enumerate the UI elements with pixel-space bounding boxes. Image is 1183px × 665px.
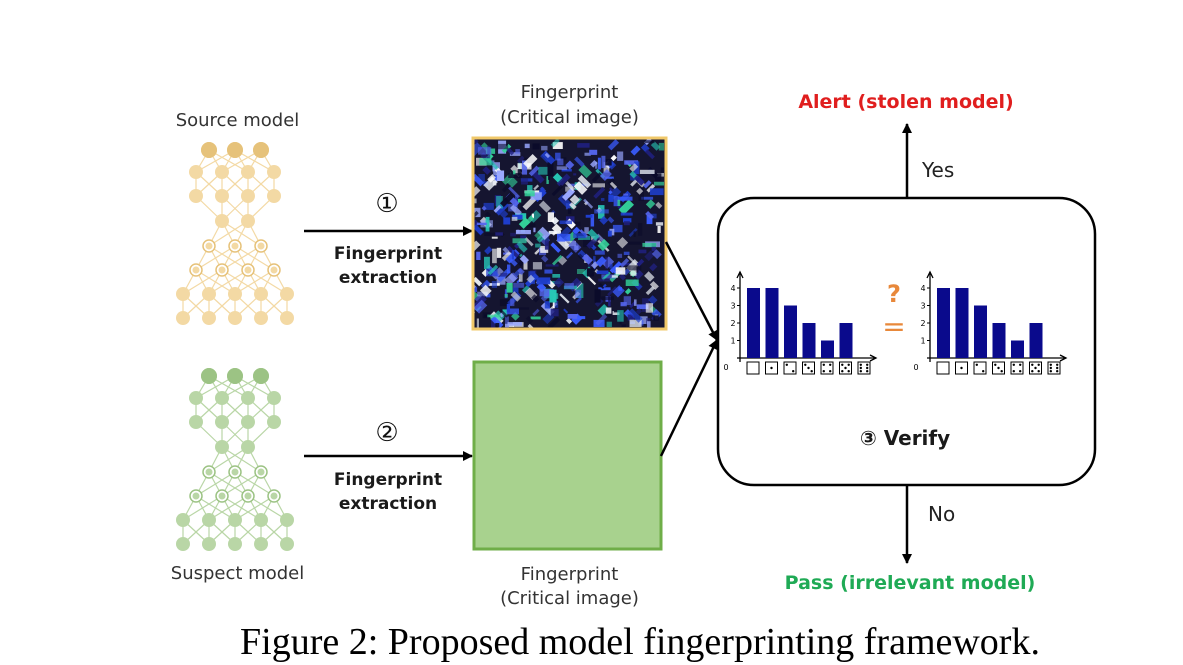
dice-symbol bbox=[936, 361, 950, 375]
verify-label: ③ Verify bbox=[859, 426, 951, 450]
histogram-ytick: 3 bbox=[920, 302, 925, 311]
histogram-ytick: 4 bbox=[730, 284, 735, 293]
histogram-bar bbox=[974, 305, 987, 358]
step2-number: ② bbox=[375, 418, 399, 448]
suspect-model-network bbox=[176, 368, 294, 551]
histogram-ytick: 0 bbox=[723, 363, 728, 372]
suspect-model-label: Suspect model bbox=[170, 563, 305, 584]
fingerprint-top-subtitle: (Critical image) bbox=[500, 107, 639, 128]
histogram-bar bbox=[992, 323, 1006, 358]
histogram-bar bbox=[839, 323, 853, 358]
histogram-bar bbox=[784, 305, 797, 358]
dice-symbol bbox=[973, 361, 987, 375]
histogram-bar bbox=[1011, 340, 1024, 358]
yes-label: Yes bbox=[922, 158, 955, 182]
histogram-ytick: 2 bbox=[730, 319, 735, 328]
histogram-left: 0 1 2 3 4 bbox=[723, 270, 878, 375]
question-mark: ? bbox=[887, 280, 901, 308]
fingerprint-noise-texture bbox=[474, 139, 664, 328]
histogram-bar bbox=[937, 288, 950, 358]
histogram-bar bbox=[765, 288, 779, 358]
histogram-ytick: 0 bbox=[913, 363, 918, 372]
histogram-bar bbox=[802, 323, 816, 358]
pass-label: Pass (irrelevant model) bbox=[784, 572, 1036, 594]
histogram-ytick: 1 bbox=[730, 337, 735, 346]
histogram-bar bbox=[821, 340, 834, 358]
equals-sign: = bbox=[882, 310, 906, 343]
dice-symbol bbox=[820, 361, 834, 375]
histogram-ytick: 1 bbox=[920, 337, 925, 346]
step1-label-line2: extraction bbox=[338, 268, 438, 288]
dice-symbol bbox=[783, 361, 797, 375]
fingerprint-bottom-title: Fingerprint bbox=[520, 564, 619, 585]
step1-label-line1: Fingerprint bbox=[333, 244, 443, 264]
histogram-bar bbox=[1029, 323, 1043, 358]
histogram-bar bbox=[955, 288, 969, 358]
histogram-ytick: 2 bbox=[920, 319, 925, 328]
bottom-converge-line bbox=[659, 339, 719, 457]
histogram-right: 0 1 2 3 4 bbox=[913, 270, 1068, 375]
figure-caption: Figure 2: Proposed model fingerprinting … bbox=[240, 621, 1040, 663]
histogram-ytick: 3 bbox=[730, 302, 735, 311]
source-model-network bbox=[176, 142, 294, 325]
top-converge-line bbox=[664, 241, 719, 341]
fingerprint-bottom-subtitle: (Critical image) bbox=[500, 588, 639, 609]
alert-label: Alert (stolen model) bbox=[798, 91, 1014, 113]
step2-label-line1: Fingerprint bbox=[333, 470, 443, 490]
source-model-label: Source model bbox=[175, 110, 300, 131]
fingerprint-top-image bbox=[471, 136, 668, 331]
dice-symbol bbox=[746, 361, 760, 375]
fingerprint-top-title: Fingerprint bbox=[520, 82, 619, 103]
step2-label-line2: extraction bbox=[338, 494, 438, 514]
fingerprint-bottom-image bbox=[472, 360, 663, 551]
dice-symbol bbox=[1010, 361, 1024, 375]
step1-number: ① bbox=[375, 189, 399, 219]
histogram-ytick: 4 bbox=[920, 284, 925, 293]
no-label: No bbox=[928, 502, 956, 526]
histogram-bar bbox=[747, 288, 760, 358]
